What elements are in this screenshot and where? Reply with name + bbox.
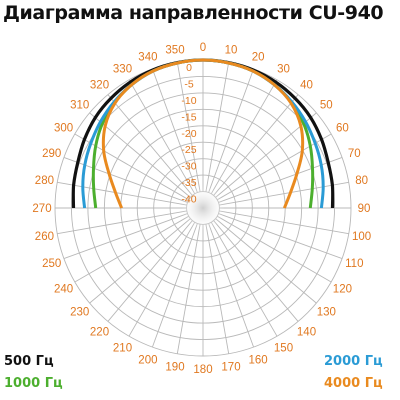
angle-tick-label: 80 (355, 175, 368, 187)
radial-tick-label: -40 (181, 194, 196, 206)
radial-tick-label: 0 (186, 62, 192, 74)
angle-tick-label: 0 (200, 42, 206, 54)
grid-spoke (205, 224, 230, 354)
angle-tick-label: 350 (165, 44, 184, 56)
grid-spoke (216, 133, 332, 201)
angle-tick-label: 270 (32, 203, 51, 215)
angle-tick-label: 300 (54, 123, 73, 135)
radial-tick-label: -15 (181, 111, 196, 123)
grid-spoke (219, 181, 349, 206)
angle-tick-label: 130 (317, 307, 336, 319)
grid-spoke (216, 215, 332, 283)
angle-tick-label: 290 (42, 148, 61, 160)
angle-tick-label: 220 (90, 326, 109, 338)
angle-tick-label: 50 (320, 100, 333, 112)
grid-spoke (208, 68, 255, 193)
angle-tick-label: 200 (138, 354, 157, 366)
radial-tick-label: -25 (181, 144, 196, 156)
angle-tick-label: 60 (336, 123, 349, 135)
angle-tick-label: 310 (70, 100, 89, 112)
grid-spoke (128, 79, 196, 195)
grid-spoke (218, 213, 343, 260)
grid-spoke (63, 213, 188, 260)
grid-spoke (210, 79, 278, 195)
radial-tick-label: -10 (181, 95, 196, 107)
grid-spoke (128, 221, 196, 337)
grid-spoke (215, 218, 317, 304)
angle-tick-label: 140 (297, 326, 316, 338)
grid-spoke (151, 68, 198, 193)
legend-item-4000: 4000 Гц (324, 376, 383, 391)
angle-tick-label: 120 (333, 284, 352, 296)
angle-tick-label: 170 (221, 362, 240, 374)
angle-tick-label: 100 (352, 231, 371, 243)
angle-tick-label: 40 (300, 80, 313, 92)
grid-spoke (219, 210, 349, 235)
angle-tick-label: 340 (138, 52, 157, 64)
angle-tick-label: 70 (348, 148, 361, 160)
grid-spoke (213, 94, 299, 196)
legend-item-500: 500 Гц (4, 354, 54, 369)
legend-item-2000: 2000 Гц (324, 354, 383, 369)
grid-spoke (74, 215, 190, 283)
angle-tick-label: 250 (42, 258, 61, 270)
polar-grid (54, 59, 352, 357)
angle-tick-label: 30 (277, 64, 290, 76)
grid-spoke (205, 62, 230, 192)
grid-spoke (208, 223, 255, 348)
angle-tick-label: 90 (358, 203, 371, 215)
angle-tick-label: 330 (113, 64, 132, 76)
grid-spoke (74, 133, 190, 201)
angle-tick-label: 150 (274, 342, 293, 354)
grid-spoke (107, 94, 193, 196)
grid-spoke (57, 210, 187, 235)
grid-spoke (213, 220, 299, 322)
grid-spoke (151, 223, 198, 348)
radial-tick-labels: 0 -5 -10 -15 -20 -25 -30 -35 -40 (181, 62, 196, 206)
angle-tick-label: 110 (345, 258, 363, 270)
radial-tick-label: -5 (184, 78, 193, 90)
angle-tick-label: 210 (113, 342, 132, 354)
angle-tick-label: 180 (193, 364, 212, 376)
grid-spoke (107, 220, 193, 322)
grid-spoke (210, 221, 278, 337)
angle-tick-label: 230 (70, 307, 89, 319)
center-hub (181, 186, 225, 230)
grid-spoke (57, 181, 187, 206)
angle-tick-label: 190 (165, 362, 184, 374)
radial-tick-label: -20 (181, 128, 196, 140)
angle-tick-label: 160 (249, 354, 268, 366)
angle-tick-label: 10 (225, 44, 238, 56)
series-lines (71, 58, 335, 209)
grid-spoke (89, 218, 191, 304)
angle-tick-label: 20 (252, 52, 265, 64)
legend-item-1000: 1000 Гц (4, 376, 63, 391)
angle-tick-label: 280 (35, 175, 54, 187)
angle-tick-label: 240 (54, 284, 73, 296)
radial-tick-label: -35 (181, 177, 196, 189)
series-line-4000 (101, 58, 305, 209)
grid-spoke (176, 62, 201, 192)
chart-title: Диаграмма направленности CU-940 (3, 2, 384, 24)
angle-tick-label: 320 (90, 80, 109, 92)
grid-spoke (176, 224, 201, 354)
angle-tick-label: 260 (35, 231, 54, 243)
radial-tick-label: -30 (181, 161, 196, 173)
